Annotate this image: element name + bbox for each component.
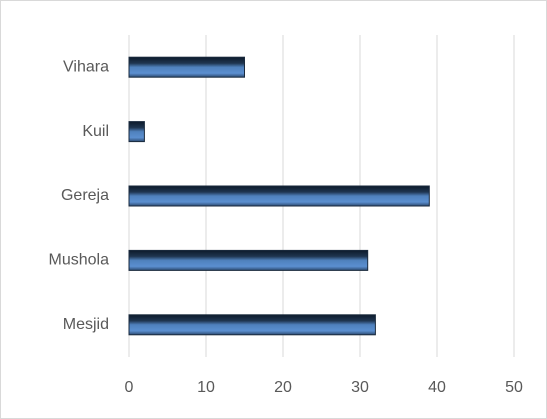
y-tick-label: Mesjid: [63, 316, 109, 333]
bar: [128, 121, 145, 143]
x-tick-label: 10: [197, 379, 215, 396]
y-tick-label: Vihara: [63, 58, 109, 75]
y-tick-label: Kuil: [82, 123, 109, 140]
x-tick-label: 40: [428, 379, 446, 396]
x-tick-label: 0: [125, 379, 134, 396]
bar: [128, 185, 430, 207]
x-tick-label: 20: [274, 379, 292, 396]
bar: [128, 56, 245, 78]
y-tick-label: Gereja: [61, 187, 109, 204]
x-tick-label: 50: [505, 379, 523, 396]
bar: [128, 249, 369, 271]
bar: [128, 314, 376, 336]
y-tick-label: Mushola: [49, 252, 110, 269]
x-tick-label: 30: [351, 379, 369, 396]
